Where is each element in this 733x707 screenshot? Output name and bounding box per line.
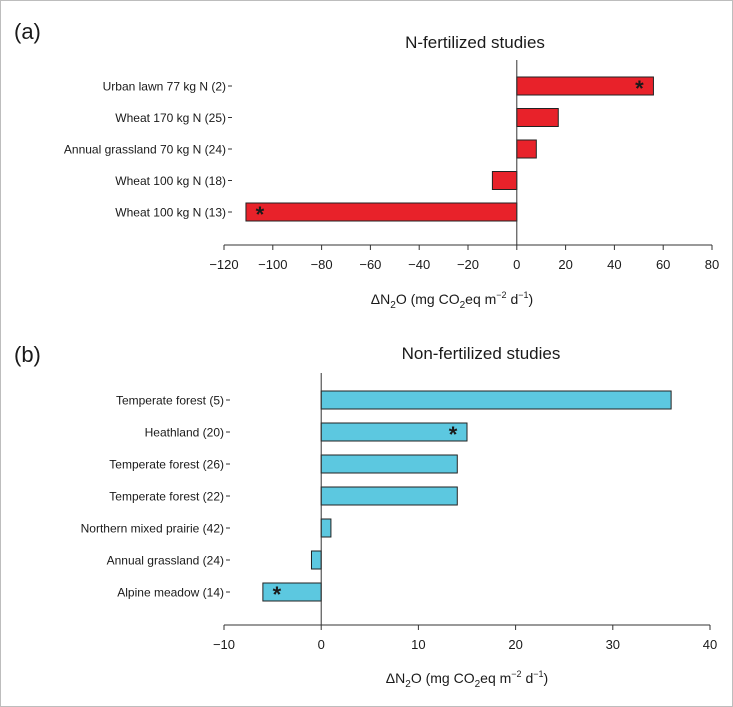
panel-a-x-tick-label: −80 — [311, 257, 333, 272]
panel-b-x-tick-label: −10 — [213, 637, 235, 652]
panel-b: (b) Non-fertilized studies −10 0 10 20 30 40 … — [14, 342, 717, 690]
panel-b-category-label: Temperate forest (5) — [116, 394, 224, 408]
panel-b-label: (b) — [14, 342, 41, 367]
panel-b-x-tick-label: 0 — [318, 637, 325, 652]
panel-a-significance-marker: * — [635, 76, 644, 101]
panel-b-significance-marker: * — [449, 422, 458, 447]
panel-a-bar — [516, 108, 559, 127]
panel-a-bar — [516, 139, 537, 159]
panel-a-x-tick-label: −40 — [408, 257, 430, 272]
panel-b-category-labels: Temperate forest (5) Heathland (20) Temper… — [81, 394, 230, 600]
panel-a-x-axis: −120 −100 −80 −60 −40 −20 0 20 40 60 80 — [209, 244, 719, 272]
panel-b-bar — [320, 422, 468, 442]
panel-b-bars — [262, 390, 672, 602]
panel-b-category-label: Temperate forest (26) — [109, 458, 224, 472]
panel-b-significance-marker: * — [273, 582, 282, 607]
panel-b-category-label: Northern mixed prairie (42) — [81, 522, 224, 536]
panel-a-category-label: Urban lawn 77 kg N (2) — [103, 80, 226, 94]
panel-a-bar — [245, 202, 518, 222]
panel-b-significance-markers: ** — [273, 422, 458, 607]
panel-b-x-axis: −10 0 10 20 30 40 — [213, 624, 717, 652]
panel-b-bar — [320, 518, 332, 538]
panel-a: (a) N-fertilized studies −120 −100 −80 −60−… — [14, 19, 719, 311]
panel-a-x-tick-label: −60 — [359, 257, 381, 272]
panel-a-label: (a) — [14, 19, 41, 44]
panel-b-x-tick-label: 10 — [411, 637, 425, 652]
panel-a-category-labels: Urban lawn 77 kg N (2) Wheat 170 kg N (25… — [64, 80, 232, 220]
panel-a-category-label: Wheat 170 kg N (25) — [115, 111, 226, 125]
panel-a-x-tick-label: 60 — [656, 257, 670, 272]
panel-a-bars — [245, 76, 654, 222]
panel-a-x-tick-label: −20 — [457, 257, 479, 272]
panel-b-bar — [320, 454, 458, 474]
panel-a-bar — [516, 76, 654, 96]
panel-b-category-label: Temperate forest (22) — [109, 490, 224, 504]
panel-b-bar — [320, 390, 672, 410]
panel-a-x-tick-label: −100 — [258, 257, 287, 272]
panel-b-bar — [310, 550, 322, 570]
panel-b-category-label: Annual grassland (24) — [107, 554, 224, 568]
panel-b-bar — [320, 486, 458, 506]
panel-b-x-axis-label: ΔN2O (mg CO2eq m−2 d−1) — [386, 669, 548, 690]
panel-b-title: Non-fertilized studies — [402, 344, 561, 363]
panel-a-category-label: Annual grassland 70 kg N (24) — [64, 143, 226, 157]
panel-b-category-label: Heathland (20) — [145, 426, 224, 440]
panel-a-x-axis-label: ΔN2O (mg CO2eq m−2 d−1) — [371, 290, 533, 311]
panel-a-significance-markers: ** — [256, 76, 644, 227]
panel-a-x-tick-label: 80 — [705, 257, 719, 272]
panel-b-category-label: Alpine meadow (14) — [117, 586, 224, 600]
panel-a-category-label: Wheat 100 kg N (13) — [115, 206, 226, 220]
panel-a-x-tick-label: 40 — [607, 257, 621, 272]
panel-b-x-tick-label: 40 — [703, 637, 717, 652]
panel-a-significance-marker: * — [256, 202, 265, 227]
panel-b-x-tick-label: 30 — [606, 637, 620, 652]
panel-a-bar — [491, 171, 518, 190]
panel-b-x-tick-label: 20 — [508, 637, 522, 652]
panel-a-title: N-fertilized studies — [405, 33, 545, 52]
panel-a-category-label: Wheat 100 kg N (18) — [115, 174, 226, 188]
panel-a-x-tick-label: −120 — [209, 257, 238, 272]
panel-a-x-tick-label: 20 — [558, 257, 572, 272]
panel-a-x-tick-label: 0 — [513, 257, 520, 272]
